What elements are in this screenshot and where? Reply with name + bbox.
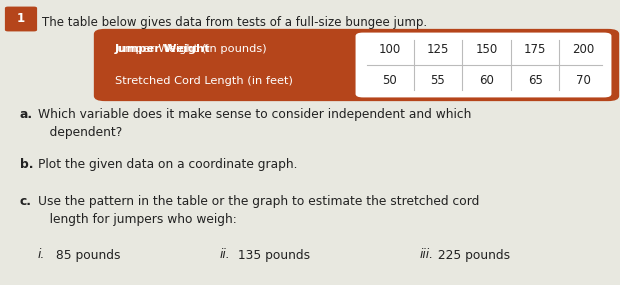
Text: Use the pattern in the table or the graph to estimate the stretched cord
   leng: Use the pattern in the table or the grap… — [38, 195, 479, 226]
Text: i.: i. — [38, 249, 45, 262]
Text: 150: 150 — [476, 43, 498, 56]
Text: 125: 125 — [427, 43, 449, 56]
Text: 200: 200 — [573, 43, 595, 56]
Text: 100: 100 — [378, 43, 401, 56]
Text: 85 pounds: 85 pounds — [52, 249, 120, 262]
Text: The table below gives data from tests of a full-size bungee jump.: The table below gives data from tests of… — [42, 16, 427, 29]
Text: Jumper Weight (in pounds): Jumper Weight (in pounds) — [115, 44, 268, 54]
Text: Jumper Weight: Jumper Weight — [115, 44, 211, 54]
Text: 50: 50 — [382, 74, 397, 87]
Text: 175: 175 — [524, 43, 546, 56]
Text: 135 pounds: 135 pounds — [234, 249, 310, 262]
Text: iii.: iii. — [420, 249, 434, 262]
Text: ii.: ii. — [220, 249, 231, 262]
Text: Which variable does it make sense to consider independent and which
   dependent: Which variable does it make sense to con… — [38, 108, 471, 139]
Text: 60: 60 — [479, 74, 494, 87]
Text: 70: 70 — [576, 74, 591, 87]
Text: c.: c. — [20, 195, 32, 208]
Text: b.: b. — [20, 158, 33, 171]
Text: Jumper Weight (in pounds): Jumper Weight (in pounds) — [115, 44, 268, 54]
Text: 65: 65 — [528, 74, 542, 87]
Text: 225 pounds: 225 pounds — [434, 249, 510, 262]
Text: Plot the given data on a coordinate graph.: Plot the given data on a coordinate grap… — [38, 158, 298, 171]
Text: a.: a. — [20, 108, 33, 121]
Text: 55: 55 — [430, 74, 445, 87]
Text: Stretched Cord Length (in feet): Stretched Cord Length (in feet) — [115, 76, 293, 86]
Text: 1: 1 — [17, 13, 25, 25]
